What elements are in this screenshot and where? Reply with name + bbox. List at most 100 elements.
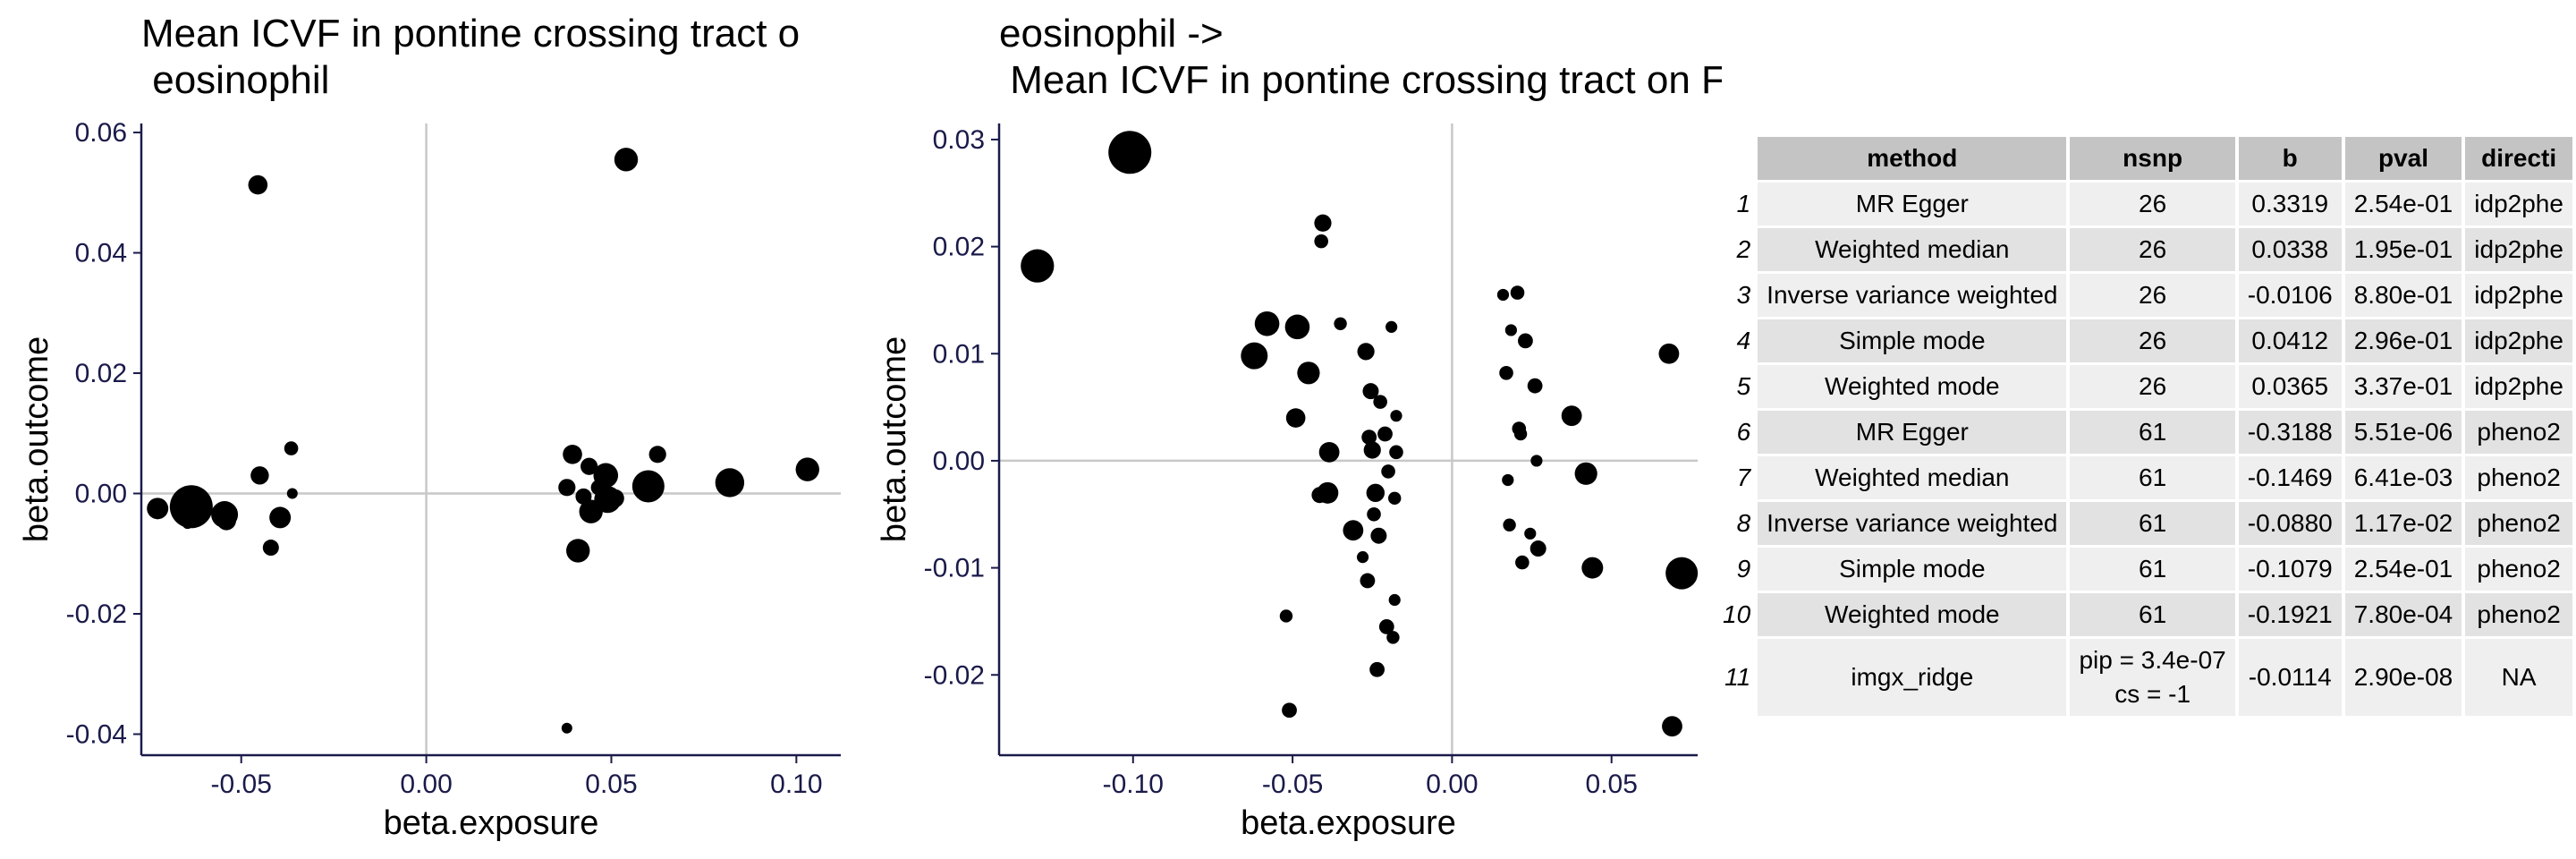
data-point (1373, 395, 1387, 409)
table-row: 8 Inverse variance weighted 61 -0.0880 1.17e… (1723, 502, 2572, 545)
cell-direction: NA (2465, 639, 2572, 716)
data-point (1363, 441, 1381, 459)
data-point (606, 489, 624, 508)
cell-direction: pheno2 (2465, 593, 2572, 636)
row-number: 5 (1736, 372, 1751, 400)
cell-direction: idp2phe (2465, 365, 2572, 408)
col-header-pval: pval (2344, 137, 2462, 180)
data-point (1367, 506, 1381, 522)
cell-method: MR Egger (1758, 411, 2067, 454)
cell-method: imgx_ridge (1758, 639, 2067, 716)
data-point (631, 470, 665, 503)
data-point (1369, 661, 1385, 677)
data-point (1513, 427, 1528, 441)
cell-b: -0.0114 (2238, 639, 2342, 716)
data-point (1524, 527, 1537, 540)
cell-direction: idp2phe (2465, 274, 2572, 317)
data-point (1317, 481, 1339, 504)
data-point (248, 174, 268, 195)
cell-direction: pheno2 (2465, 548, 2572, 591)
cell-nsnp: 26 (2070, 183, 2235, 225)
x-tick-label: 0.05 (1586, 770, 1638, 799)
data-point (284, 441, 299, 455)
x-tick-label: -0.05 (1262, 770, 1323, 799)
data-point (1518, 333, 1533, 349)
table-header-row: method nsnp b pval directi (1723, 137, 2572, 180)
data-point (614, 148, 639, 172)
cell-nsnp: 26 (2070, 365, 2235, 408)
cell-nsnp: pip = 3.4e-07 cs = -1 (2070, 639, 2235, 716)
table-row: 2 Weighted median 26 0.0338 1.95e-01 idp2phe (1723, 228, 2572, 271)
data-point (1282, 702, 1297, 719)
data-point (1530, 455, 1543, 467)
data-point (1334, 317, 1347, 330)
data-point (1360, 573, 1376, 589)
cell-pval: 2.90e-08 (2344, 639, 2462, 716)
y-tick-label: -0.02 (924, 660, 985, 690)
y-axis-label: beta.outcome (876, 336, 913, 542)
x-tick-label: 0.10 (770, 770, 822, 799)
data-point (1658, 343, 1680, 364)
row-number: 7 (1736, 464, 1751, 491)
cell-pval: 3.37e-01 (2344, 365, 2462, 408)
cell-b: 0.0338 (2238, 228, 2342, 271)
cell-nsnp: 61 (2070, 548, 2235, 591)
row-number-header (1723, 137, 1754, 180)
cell-pval: 2.54e-01 (2344, 183, 2462, 225)
data-point (286, 488, 298, 499)
data-point (1366, 483, 1385, 503)
cell-pval: 1.17e-02 (2344, 502, 2462, 545)
data-point (1314, 234, 1328, 249)
data-point (1515, 555, 1530, 570)
data-point (1503, 518, 1516, 532)
table-row: 7 Weighted median 61 -0.1469 6.41e-03 pheno2 (1723, 456, 2572, 499)
cell-method: Weighted mode (1758, 365, 2067, 408)
row-number: 4 (1736, 327, 1751, 354)
chart-title: Mean ICVF in pontine crossing tract o eo… (141, 12, 800, 102)
y-tick-label: 0.02 (933, 233, 985, 262)
y-tick-label: 0.02 (75, 359, 127, 388)
cell-nsnp: 26 (2070, 228, 2235, 271)
cell-pval: 8.80e-01 (2344, 274, 2462, 317)
data-point (1356, 551, 1369, 564)
cell-method: Inverse variance weighted (1758, 274, 2067, 317)
cell-method: Weighted median (1758, 228, 2067, 271)
data-point (1297, 361, 1320, 385)
cell-method: Simple mode (1758, 319, 2067, 362)
row-number: 11 (1724, 663, 1751, 691)
cell-b: 0.0412 (2238, 319, 2342, 362)
row-number: 9 (1736, 555, 1751, 583)
data-point (1390, 410, 1402, 422)
y-tick-label: 0.03 (933, 125, 985, 155)
data-point (1254, 310, 1280, 336)
data-point (1361, 430, 1377, 446)
data-point (1314, 214, 1332, 232)
cell-nsnp-line2: cs = -1 (2114, 680, 2191, 708)
cell-direction: idp2phe (2465, 183, 2572, 225)
data-point (1378, 619, 1394, 634)
cell-pval: 1.95e-01 (2344, 228, 2462, 271)
data-point (169, 485, 213, 529)
data-point (1370, 527, 1387, 544)
cell-method: Weighted mode (1758, 593, 2067, 636)
data-point (1388, 593, 1401, 607)
data-point (1510, 285, 1525, 300)
y-tick-label: 0.06 (75, 118, 127, 148)
data-point (1357, 343, 1375, 361)
data-point (1343, 520, 1364, 541)
y-tick-label: 0.04 (75, 239, 127, 268)
x-tick-label: 0.05 (585, 770, 637, 799)
data-point (1527, 378, 1543, 394)
cell-b: -0.1921 (2238, 593, 2342, 636)
cell-b: 0.3319 (2238, 183, 2342, 225)
data-point (558, 479, 576, 497)
data-point (563, 445, 582, 464)
y-tick-label: 0.00 (933, 447, 985, 476)
cell-pval: 5.51e-06 (2344, 411, 2462, 454)
x-tick-label: -0.10 (1103, 770, 1164, 799)
cell-method: MR Egger (1758, 183, 2067, 225)
cell-b: -0.0106 (2238, 274, 2342, 317)
data-point (1386, 631, 1400, 644)
row-number: 1 (1736, 190, 1751, 217)
y-tick-label: -0.01 (924, 554, 985, 583)
